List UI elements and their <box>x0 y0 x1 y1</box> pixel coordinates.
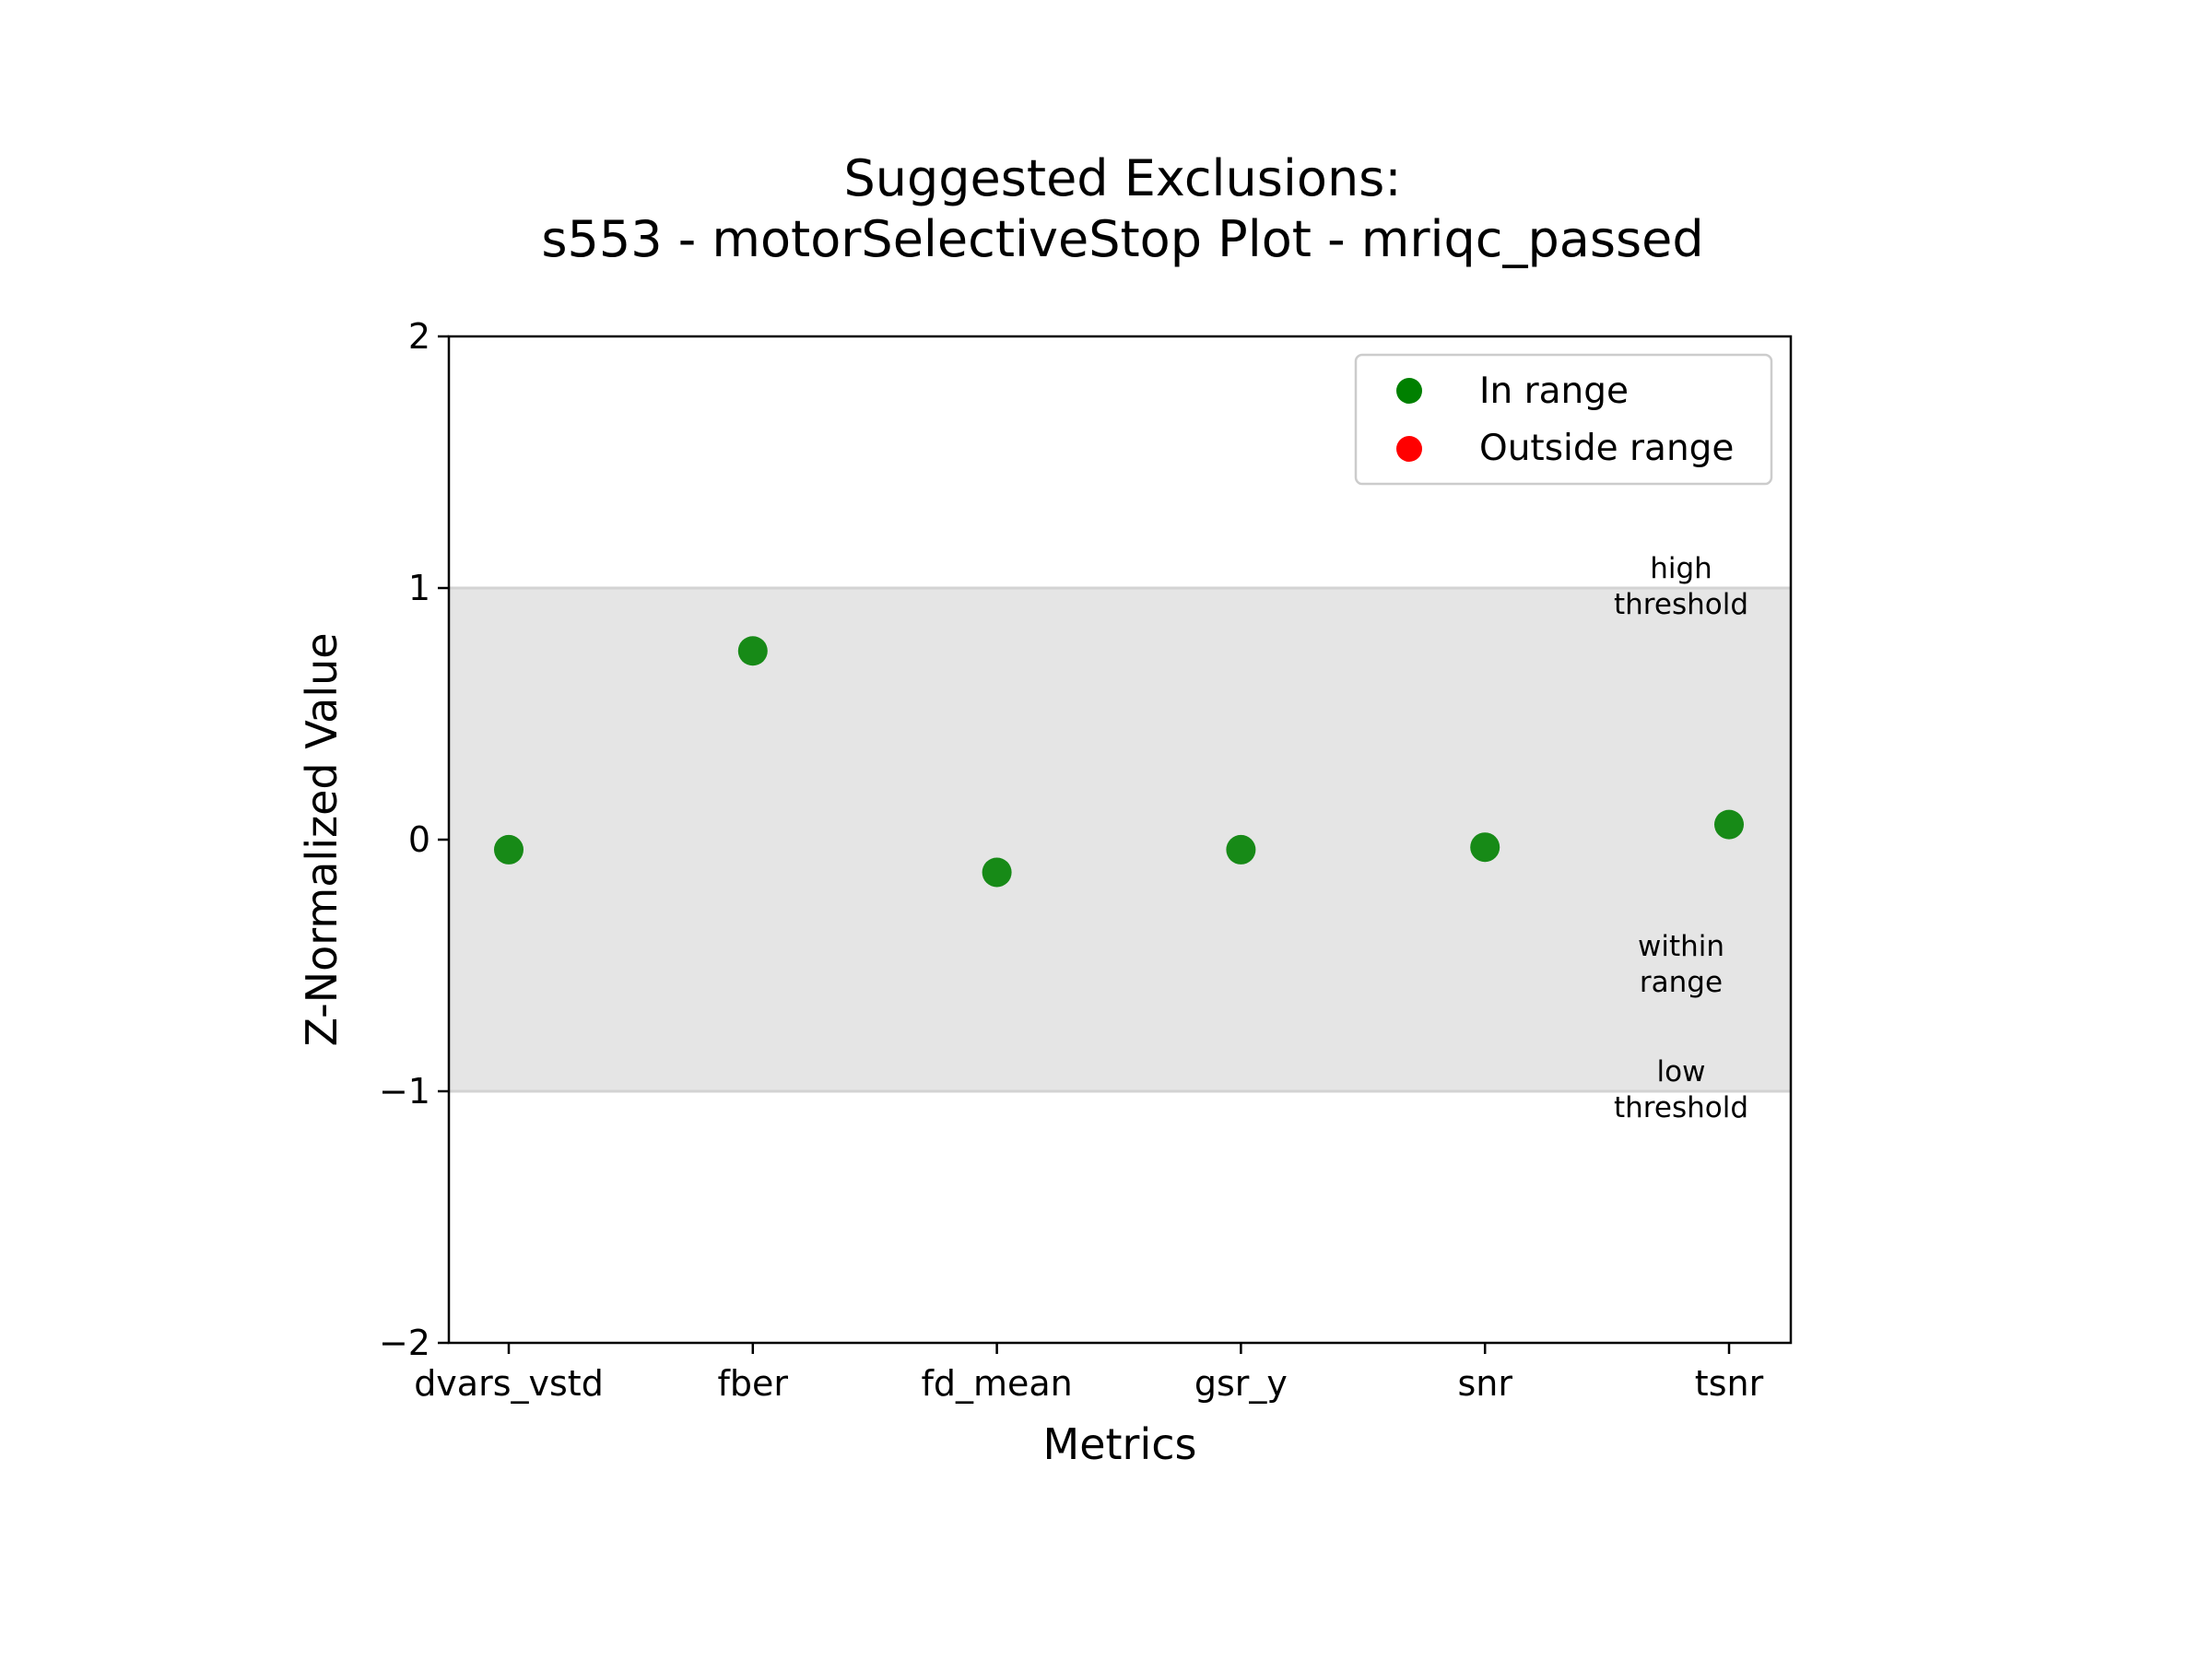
y-tick-label: −2 <box>379 1323 430 1363</box>
x-tick-label: tsnr <box>1695 1363 1764 1404</box>
y-axis-ticks: 2 1 0 −1 −2 <box>379 316 449 1363</box>
legend-label-outside-range: Outside range <box>1479 428 1734 469</box>
x-tick-label: snr <box>1457 1363 1512 1404</box>
within-range-label-line1: within <box>1638 930 1724 963</box>
data-point <box>1226 834 1256 865</box>
data-point <box>494 834 524 865</box>
data-point <box>737 636 768 666</box>
y-tick-label: 0 <box>408 819 430 860</box>
y-tick-label: 1 <box>408 568 430 608</box>
high-threshold-label-line1: high <box>1650 552 1712 585</box>
x-tick-label: dvars_vstd <box>414 1363 604 1404</box>
high-threshold-label-line2: threshold <box>1614 588 1748 621</box>
y-tick-label: −1 <box>379 1071 430 1112</box>
data-point <box>1714 809 1744 840</box>
within-range-band <box>449 588 1791 1091</box>
x-axis-ticks: dvars_vstd fber fd_mean gsr_y snr tsnr <box>414 1343 1764 1404</box>
legend-box <box>1354 353 1773 486</box>
low-threshold-label-line1: low <box>1657 1055 1706 1088</box>
legend-marker-outside-range <box>1396 436 1422 462</box>
y-axis-label: Z-Normalized Value <box>297 632 347 1046</box>
legend-label-in-range: In range <box>1479 371 1629 412</box>
x-axis-label: Metrics <box>1043 1419 1197 1469</box>
legend: In range Outside range <box>1354 353 1773 486</box>
data-points <box>494 636 1744 888</box>
y-tick-label: 2 <box>408 316 430 357</box>
low-threshold-label-line2: threshold <box>1614 1091 1748 1124</box>
data-point <box>1470 832 1500 863</box>
x-tick-label: fd_mean <box>921 1363 1072 1404</box>
within-range-label-line2: range <box>1640 966 1723 999</box>
x-tick-label: fber <box>718 1363 789 1404</box>
chart-title-line1: Suggested Exclusions: <box>843 149 1401 207</box>
legend-marker-in-range <box>1396 378 1422 404</box>
data-point <box>982 857 1012 888</box>
x-tick-label: gsr_y <box>1194 1363 1288 1404</box>
chart-title-line2: s553 - motorSelectiveStop Plot - mriqc_p… <box>541 210 1703 268</box>
